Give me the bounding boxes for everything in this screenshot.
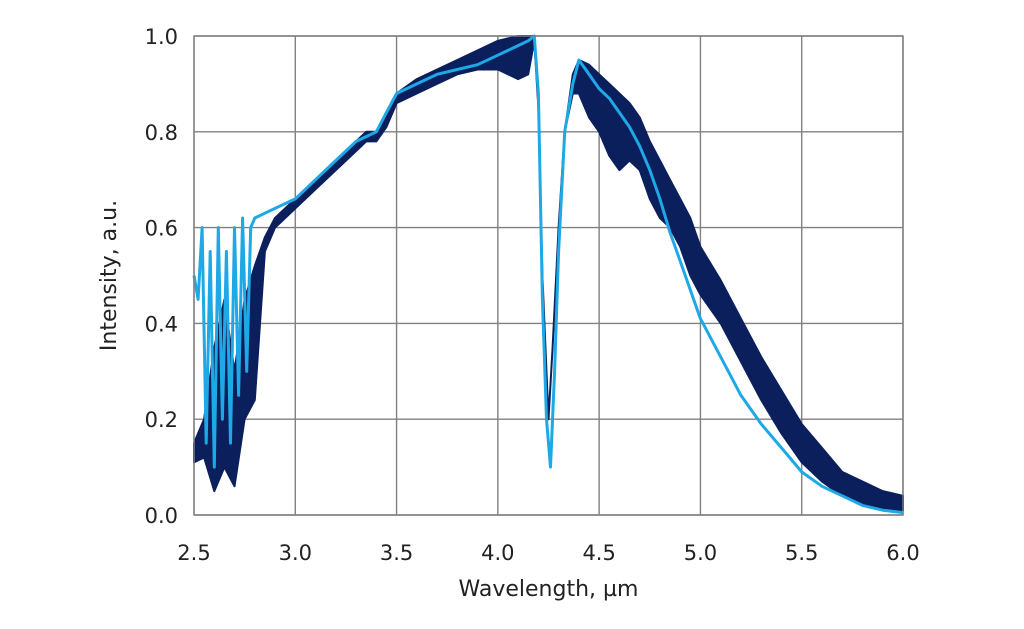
y-tick-label: 0.6 [145,217,178,241]
y-tick-label: 0.0 [145,504,178,528]
x-tick-label: 6.0 [886,541,919,565]
x-tick-label: 5.5 [785,541,818,565]
y-tick-label: 0.4 [145,312,178,336]
x-tick-label: 5.0 [684,541,717,565]
x-tick-label: 2.5 [177,541,210,565]
x-axis-ticks: 2.5 3.0 3.5 4.0 4.5 5.0 5.5 6.0 [177,541,919,565]
x-tick-label: 3.0 [279,541,312,565]
data-series [192,34,904,515]
y-axis-ticks: 0.0 0.2 0.4 0.6 0.8 1.0 [145,25,178,528]
plot-frame [193,35,904,516]
y-axis-title: Intensity, a.u. [97,200,122,351]
y-tick-label: 0.2 [145,408,178,432]
y-tick-label: 1.0 [145,25,178,49]
x-tick-label: 3.5 [380,541,413,565]
x-axis-title: Wavelength, µm [459,577,639,602]
series-1-line [192,34,904,515]
x-tick-label: 4.5 [582,541,615,565]
y-tick-label: 0.8 [145,121,178,145]
x-tick-label: 4.0 [481,541,514,565]
